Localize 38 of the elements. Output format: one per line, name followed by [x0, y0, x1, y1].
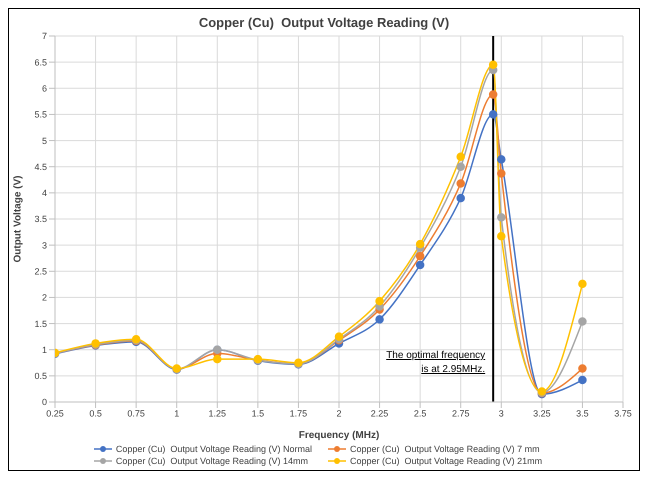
x-tick-label: 1: [174, 408, 180, 418]
x-tick-label: 1.75: [290, 408, 308, 418]
legend-label: Copper (Cu) Output Voltage Reading (V) Normal: [116, 444, 312, 454]
x-tick-label: 3.5: [576, 408, 589, 418]
y-tick-label: 6.5: [34, 57, 47, 68]
x-tick-label: 2: [336, 408, 342, 418]
x-axis-title: Frequency (MHz): [298, 430, 380, 441]
legend-label: Copper (Cu) Output Voltage Reading (V) 21mm: [350, 456, 542, 466]
x-tick-label: 0.75: [127, 408, 145, 418]
y-tick-label: 0: [42, 397, 47, 408]
x-tick-label: 1.5: [252, 408, 264, 418]
x-tick-label: 0.25: [46, 408, 64, 418]
y-tick-label: 1: [42, 344, 47, 355]
x-tick-label: 0.5: [89, 408, 102, 418]
y-tick-label: 2: [42, 292, 47, 303]
legend-label: Copper (Cu) Output Voltage Reading (V) 7 mm: [350, 444, 540, 454]
y-tick-label: 5: [42, 136, 47, 146]
y-axis-title: Output Voltage (V): [12, 175, 24, 263]
legend-label: Copper (Cu) Output Voltage Reading (V) 14mm: [116, 456, 308, 466]
x-tick-label: 2.75: [452, 408, 470, 418]
y-tick-label: 2.5: [34, 266, 47, 276]
y-tick-label: 4: [42, 188, 47, 198]
y-tick-label: 3: [42, 240, 47, 250]
y-tick-label: 3.5: [34, 214, 47, 224]
x-tick-label: 3: [498, 408, 504, 418]
x-tick-label: 1.25: [208, 408, 226, 418]
y-tick-label: 5.5: [34, 110, 47, 120]
x-tick-label: 2.5: [414, 408, 426, 418]
ref-line-label: The optimal frequency is at 2.95MHz.: [386, 350, 486, 375]
x-tick-label: 2.25: [370, 408, 388, 418]
y-tick-label: 6: [42, 83, 47, 94]
y-tick-label: 4.5: [34, 162, 47, 172]
chart-title: Copper (Cu) Output Voltage Reading (V): [198, 14, 450, 30]
x-tick-label: 3.75: [614, 408, 632, 418]
y-tick-label: 1.5: [34, 318, 47, 329]
x-tick-label: 3.25: [533, 408, 551, 418]
y-tick-label: 7: [42, 31, 47, 42]
y-tick-label: 0.5: [34, 371, 47, 382]
